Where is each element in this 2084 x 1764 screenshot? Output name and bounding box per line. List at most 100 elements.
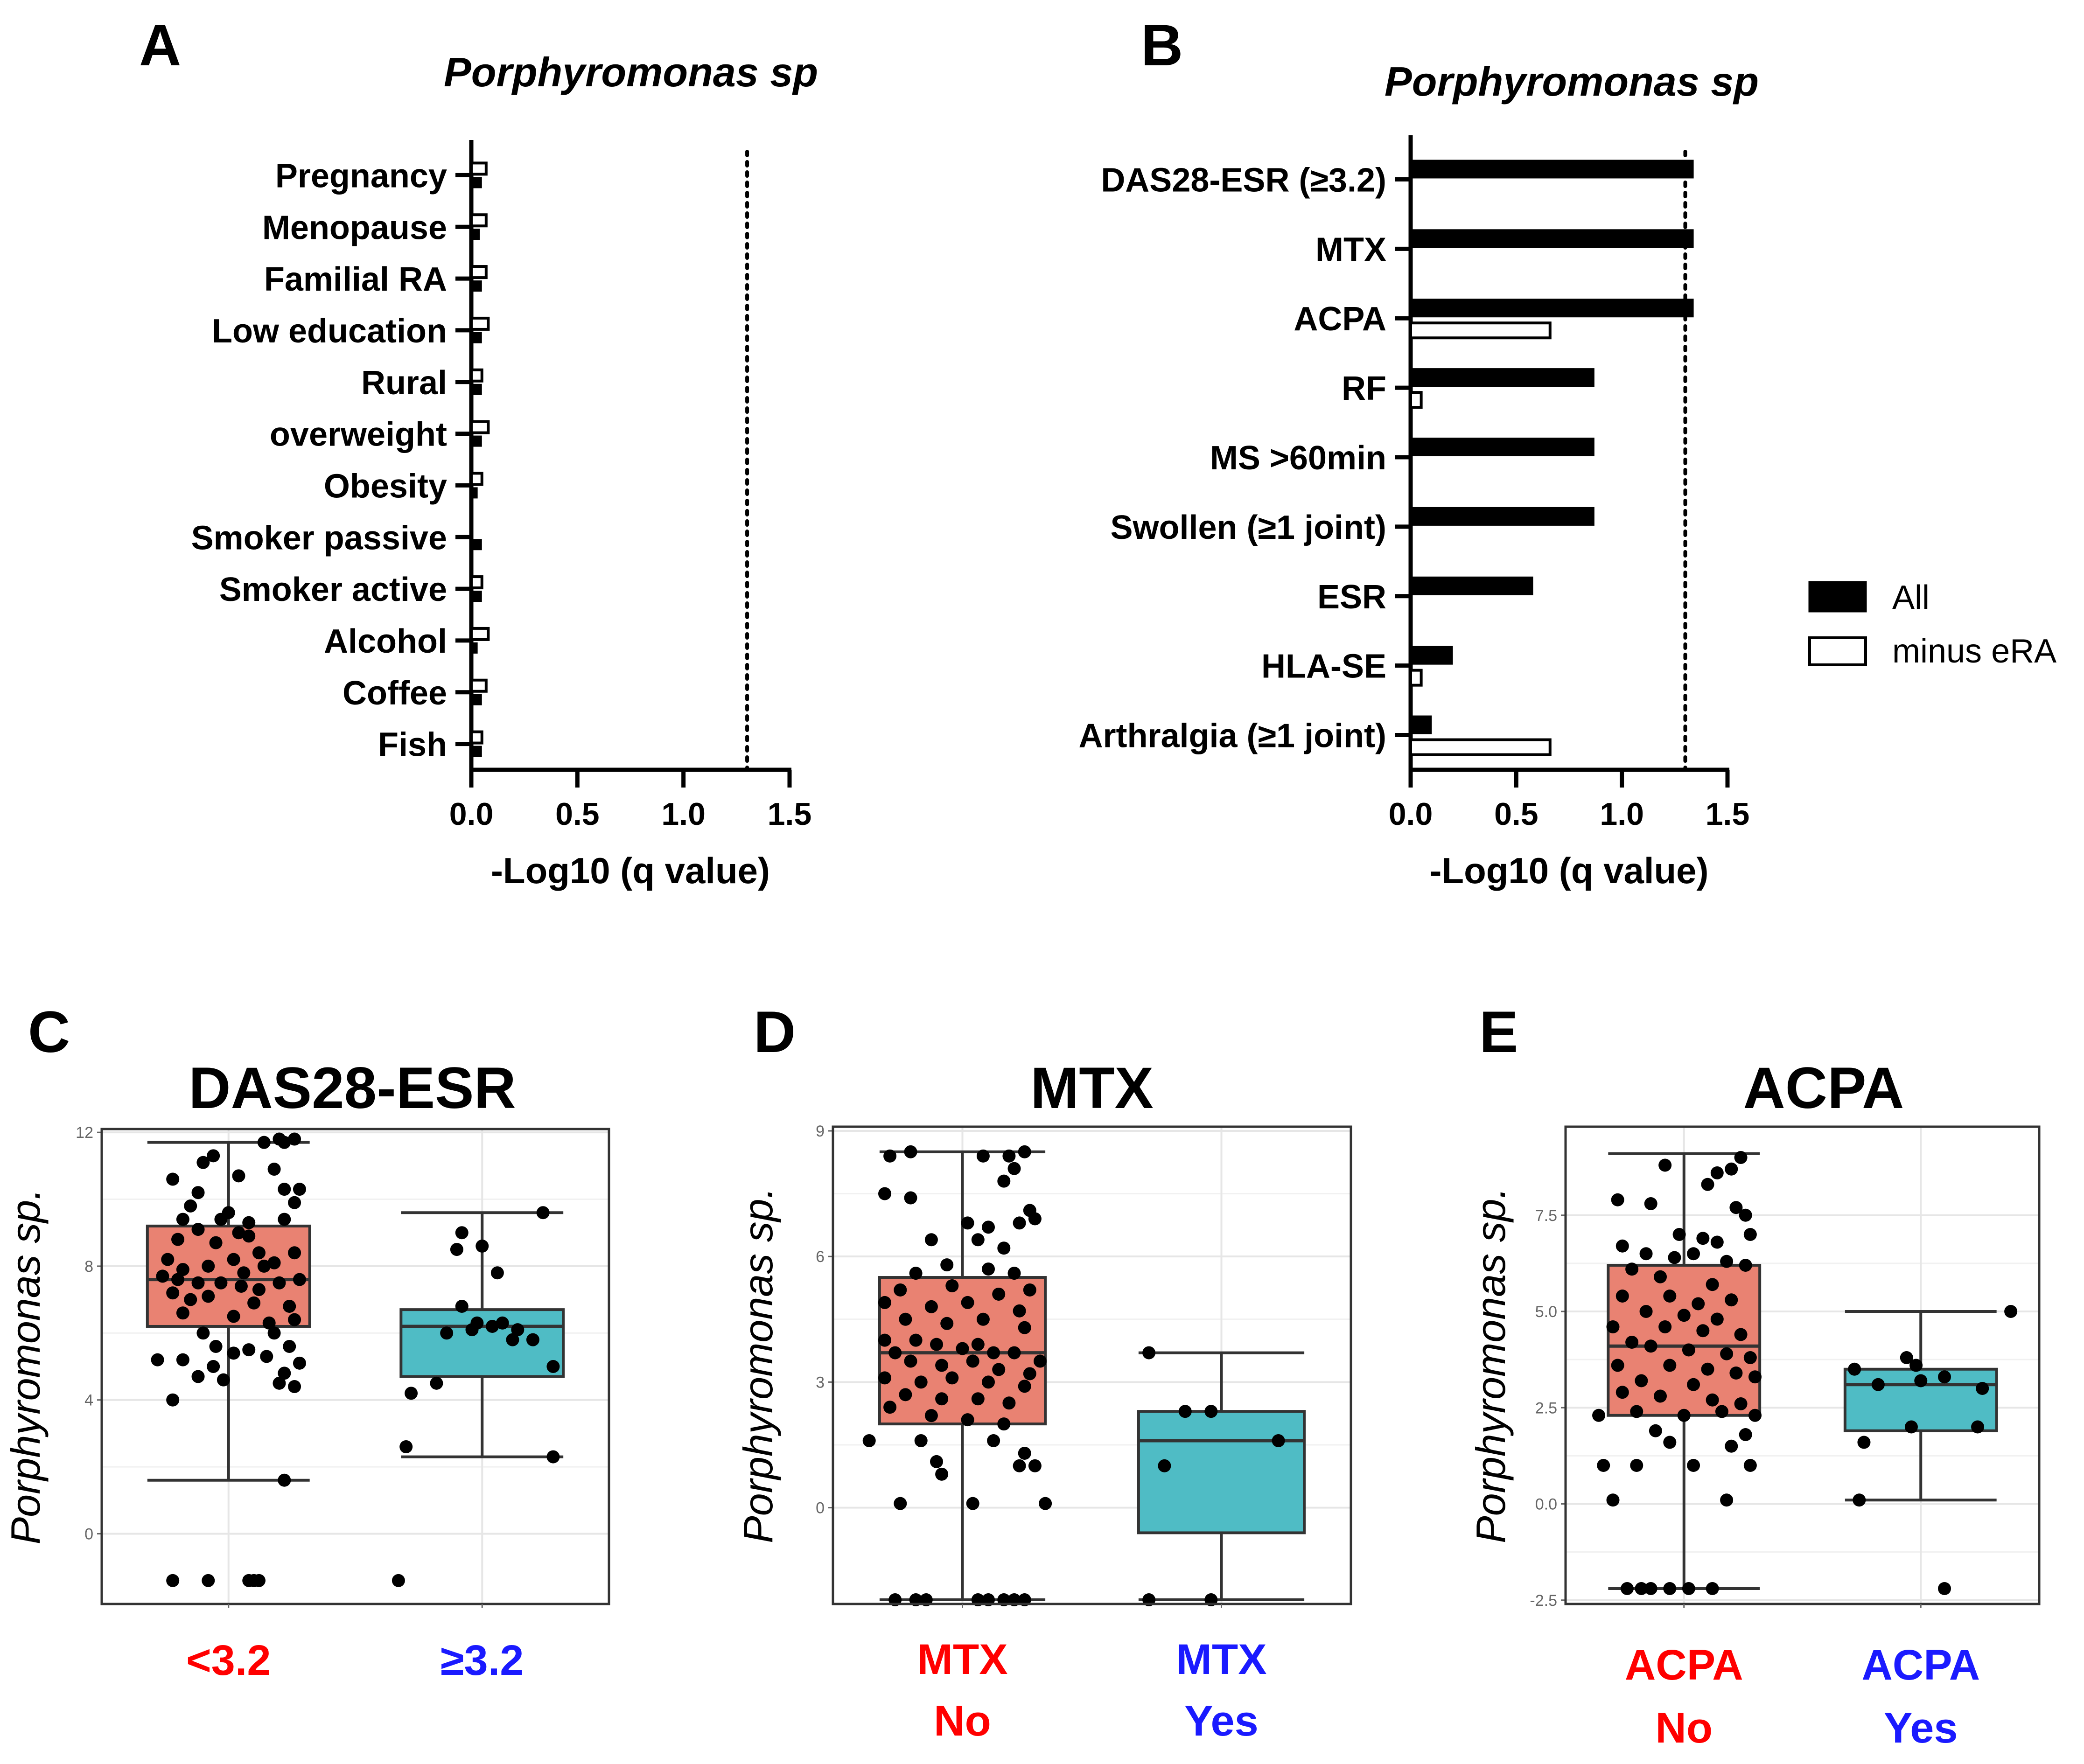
data-point <box>151 1353 164 1367</box>
data-point <box>293 1273 306 1286</box>
data-point <box>1938 1582 1951 1595</box>
data-point <box>1739 1259 1752 1272</box>
data-point <box>1720 1255 1734 1268</box>
data-point <box>455 1299 469 1313</box>
data-point <box>166 1574 180 1587</box>
x-axis-title: -Log10 (q value) <box>1429 850 1708 891</box>
data-point <box>961 1296 974 1309</box>
data-point <box>1611 1193 1624 1206</box>
bar-all <box>471 539 482 551</box>
data-point <box>209 1339 223 1353</box>
data-point <box>982 1375 995 1389</box>
data-point <box>227 1253 240 1266</box>
bar-all <box>1411 438 1594 456</box>
data-point <box>1204 1405 1218 1418</box>
data-point <box>1002 1396 1016 1410</box>
data-point <box>1663 1436 1677 1449</box>
legend: All minus eRA <box>1808 579 2056 670</box>
x-group-label: <3.2 <box>186 1637 271 1684</box>
data-point <box>1976 1382 1989 1395</box>
data-point <box>1007 1267 1021 1280</box>
data-point <box>546 1450 560 1464</box>
data-point <box>1706 1582 1719 1595</box>
data-point <box>1720 1347 1734 1360</box>
x-tick-label: 0.0 <box>449 796 494 832</box>
data-point <box>278 1183 291 1196</box>
data-point <box>184 1199 197 1213</box>
data-point <box>1002 1149 1016 1163</box>
plot-frame <box>832 1125 1352 1605</box>
category-label: Smoker passive <box>191 519 447 557</box>
bar-all <box>471 177 482 188</box>
data-point <box>476 1239 489 1253</box>
data-point <box>1272 1434 1285 1448</box>
data-point <box>1710 1235 1724 1249</box>
bar-all <box>1411 507 1594 526</box>
data-point <box>1720 1493 1734 1507</box>
data-point <box>1611 1359 1624 1372</box>
panel-a-title: Porphyromonas sp <box>444 49 818 95</box>
category-label: Obesity <box>324 467 447 505</box>
x-group-label-line1: ACPA <box>1861 1641 1980 1689</box>
data-point <box>904 1191 917 1205</box>
data-point <box>940 1317 954 1330</box>
bar-minus-era <box>470 472 483 486</box>
data-point <box>1018 1446 1031 1460</box>
data-point <box>1625 1336 1639 1349</box>
bar-all <box>471 694 482 705</box>
data-point <box>1725 1293 1738 1307</box>
bar-all <box>471 383 482 395</box>
data-point <box>214 1276 228 1290</box>
panel-letter-d: D <box>754 1000 796 1065</box>
bar-minus-era <box>470 678 488 693</box>
panel-d-title: MTX <box>1030 1056 1154 1121</box>
bar-all <box>1411 576 1533 595</box>
data-point <box>234 1279 248 1293</box>
bar-all <box>471 229 480 240</box>
data-point <box>971 1233 985 1247</box>
data-point <box>1007 1346 1021 1360</box>
data-point <box>1938 1370 1951 1384</box>
data-point <box>1668 1251 1681 1264</box>
data-point <box>1971 1420 1985 1434</box>
data-point <box>262 1316 276 1330</box>
y-tick-label: 5.0 <box>1535 1303 1557 1321</box>
bar-minus-era <box>470 265 488 279</box>
data-point <box>1725 1162 1738 1176</box>
bar-minus-era <box>470 420 490 434</box>
data-point <box>283 1339 296 1353</box>
data-point <box>207 1149 220 1163</box>
data-point <box>1018 1380 1031 1393</box>
data-point <box>252 1283 266 1297</box>
data-point <box>1644 1339 1657 1353</box>
data-point <box>945 1371 959 1385</box>
y-tick-label: 0.0 <box>1535 1496 1557 1513</box>
data-point <box>924 1233 938 1247</box>
category-label: MTX <box>1315 231 1386 268</box>
data-point <box>176 1213 189 1226</box>
x-group-label-line2: No <box>1655 1704 1713 1752</box>
data-point <box>930 1338 943 1351</box>
data-point <box>1644 1582 1657 1595</box>
data-point <box>1871 1378 1885 1391</box>
data-point <box>1654 1270 1667 1283</box>
data-point <box>1028 1459 1042 1472</box>
bar-minus-era <box>470 368 483 383</box>
data-point <box>1649 1424 1662 1437</box>
category-label: Rural <box>361 364 447 402</box>
x-axis-title: -Log10 (q value) <box>491 850 770 891</box>
y-axis-title: Porphyromonas sp. <box>2 1188 49 1544</box>
x-group-label-line1: MTX <box>917 1636 1007 1683</box>
data-point <box>288 1313 301 1326</box>
data-point <box>976 1149 990 1163</box>
data-point <box>1734 1397 1748 1410</box>
data-point <box>1743 1228 1757 1241</box>
data-point <box>1644 1197 1657 1210</box>
panel-d-chart: 0 3 6 9 Porphyromonas sp. MTX No MTX Yes <box>735 1123 1352 1745</box>
data-point <box>1729 1201 1743 1214</box>
panel-c-title: DAS28-ESR <box>189 1056 516 1121</box>
data-point <box>904 1145 917 1158</box>
data-point <box>878 1187 891 1200</box>
data-point <box>1013 1216 1026 1230</box>
data-point <box>1635 1374 1648 1387</box>
